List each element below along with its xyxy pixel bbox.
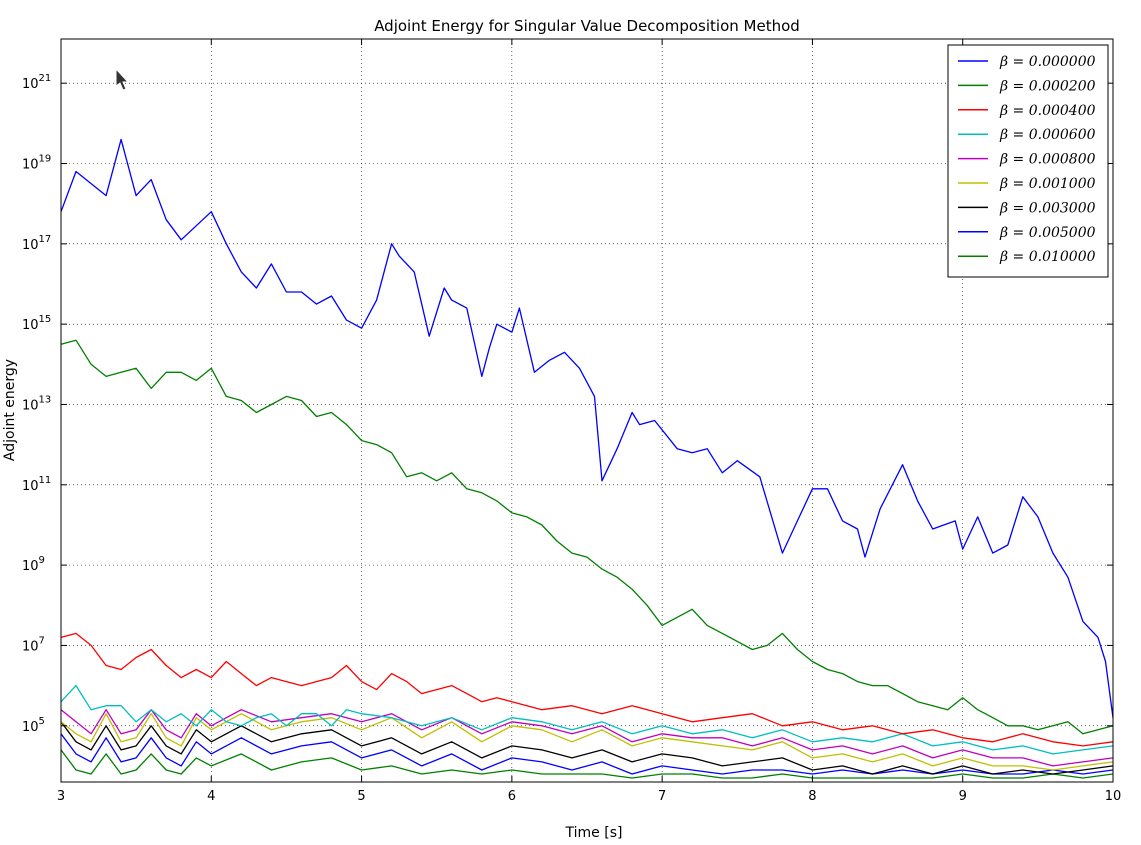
x-tick-label: 6 <box>508 789 516 804</box>
series-line-6 <box>60 721 1114 775</box>
legend-label-2: β = 0.000400 <box>999 103 1096 119</box>
y-tick-label: 107 <box>22 635 45 654</box>
grid <box>61 39 1113 782</box>
legend: β = 0.000000 β = 0.000200 β = 0.000400 β = … <box>947 44 1109 278</box>
y-tick-label: 109 <box>22 555 45 574</box>
legend-label-0: β = 0.000000 <box>999 54 1096 70</box>
y-tick-label: 1011 <box>22 475 51 494</box>
x-tick-label: 9 <box>959 789 967 804</box>
series-lines <box>60 138 1114 779</box>
x-tick-label: 10 <box>1105 789 1122 804</box>
y-tick-label: 1021 <box>22 73 51 92</box>
x-tick-label: 3 <box>57 789 65 804</box>
legend-label-5: β = 0.001000 <box>999 176 1096 192</box>
x-tick-label: 5 <box>357 789 365 804</box>
x-tick-label: 4 <box>207 789 215 804</box>
y-tick-label: 1017 <box>22 234 51 253</box>
legend-frame <box>947 44 1109 278</box>
y-tick-label: 1015 <box>22 314 51 333</box>
series-line-2 <box>60 632 1114 747</box>
y-tick-label: 1019 <box>22 154 51 173</box>
x-tick-label: 8 <box>808 789 816 804</box>
series-line-8 <box>60 749 1114 779</box>
legend-label-1: β = 0.000200 <box>999 78 1096 94</box>
legend-label-7: β = 0.005000 <box>999 225 1096 241</box>
x-axis-label: Time [s] <box>565 825 623 841</box>
x-tick-label: 7 <box>658 789 666 804</box>
y-tick-label: 1013 <box>22 394 51 413</box>
series-line-5 <box>60 713 1114 771</box>
chart-title: Adjoint Energy for Singular Value Decomp… <box>374 17 800 35</box>
series-line-0 <box>60 138 1114 718</box>
legend-label-6: β = 0.003000 <box>999 200 1096 216</box>
legend-label-3: β = 0.000600 <box>999 127 1096 143</box>
series-line-4 <box>60 709 1114 767</box>
plot-frame <box>60 38 1114 783</box>
legend-label-4: β = 0.000800 <box>999 152 1096 168</box>
mouse-cursor-icon <box>115 67 130 91</box>
x-axis-ticks: 3 4 5 6 7 8 9 10 <box>57 39 1121 804</box>
y-axis-label: Adjoint energy <box>2 359 18 461</box>
y-tick-label: 105 <box>22 716 45 735</box>
series-line-7 <box>60 733 1114 775</box>
legend-label-8: β = 0.010000 <box>999 249 1096 265</box>
series-line-1 <box>60 339 1114 735</box>
series-line-3 <box>60 684 1114 755</box>
y-axis-ticks: 105 107 109 1011 1013 1015 1017 1019 1021 <box>22 73 1113 735</box>
